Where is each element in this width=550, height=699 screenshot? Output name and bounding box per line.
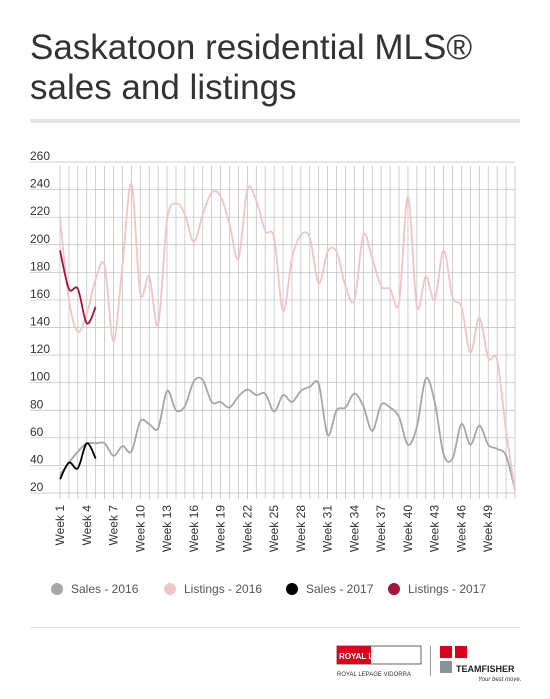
y-tick-label: 20 — [30, 480, 44, 494]
y-tick-label: 120 — [30, 342, 50, 356]
y-tick-label: 100 — [30, 370, 50, 384]
logo-text: TEAMFISHER — [456, 664, 515, 674]
x-tick-label: Week 16 — [187, 505, 201, 552]
y-tick-label: 200 — [30, 232, 50, 246]
logo-text: ROYAL LEPAGE — [339, 652, 401, 661]
x-tick-label: Week 40 — [401, 505, 415, 552]
logo-text: Your best move. — [478, 677, 521, 683]
x-tick-label: Week 43 — [428, 505, 442, 552]
x-tick-label: Week 31 — [321, 505, 335, 552]
y-tick-label: 160 — [30, 287, 50, 301]
x-tick-label: Week 28 — [294, 505, 308, 552]
legend-marker — [388, 583, 400, 595]
logo-text: ROYAL LEPAGE VIDORRA — [337, 672, 411, 678]
y-tick-label: 60 — [30, 425, 44, 439]
x-tick-label: Week 19 — [214, 505, 228, 552]
x-tick-label: Week 13 — [160, 505, 174, 552]
legend-label: Sales - 2017 — [306, 582, 374, 596]
legend-marker — [51, 583, 63, 595]
series-line — [59, 376, 516, 491]
chart-title: Saskatoon residential MLS® sales and lis… — [30, 28, 473, 107]
y-tick-label: 180 — [30, 259, 50, 273]
title-rule — [30, 119, 520, 123]
legend-label: Sales - 2016 — [71, 582, 139, 596]
y-tick-label: 220 — [30, 204, 50, 218]
x-tick-label: Week 22 — [240, 505, 254, 552]
x-tick-label: Week 25 — [267, 505, 281, 552]
x-tick-label: Week 7 — [107, 505, 121, 546]
x-tick-label: Week 49 — [481, 505, 495, 552]
logo-royal-lepage: ROYAL LEPAGE ROYAL LEPAGE VIDORRA TEAMFI… — [336, 645, 521, 683]
legend-marker — [286, 583, 298, 595]
x-tick-label: Week 1 — [53, 505, 67, 546]
y-tick-label: 240 — [30, 177, 50, 191]
legend-marker — [164, 583, 176, 595]
series-line — [59, 442, 97, 480]
y-tick-label: 260 — [30, 149, 50, 163]
y-tick-label: 140 — [30, 315, 50, 329]
x-tick-label: Week 37 — [374, 505, 388, 552]
series-line — [59, 183, 516, 491]
legend-label: Listings - 2017 — [408, 582, 486, 596]
x-tick-label: Week 4 — [80, 505, 94, 546]
y-tick-label: 80 — [30, 397, 44, 411]
legend-label: Listings - 2016 — [184, 582, 262, 596]
x-tick-label: Week 34 — [347, 505, 361, 552]
series-line — [59, 250, 97, 325]
x-tick-label: Week 46 — [454, 505, 468, 552]
x-tick-label: Week 10 — [133, 505, 147, 552]
y-tick-label: 40 — [30, 452, 44, 466]
footer-rule — [30, 627, 520, 628]
